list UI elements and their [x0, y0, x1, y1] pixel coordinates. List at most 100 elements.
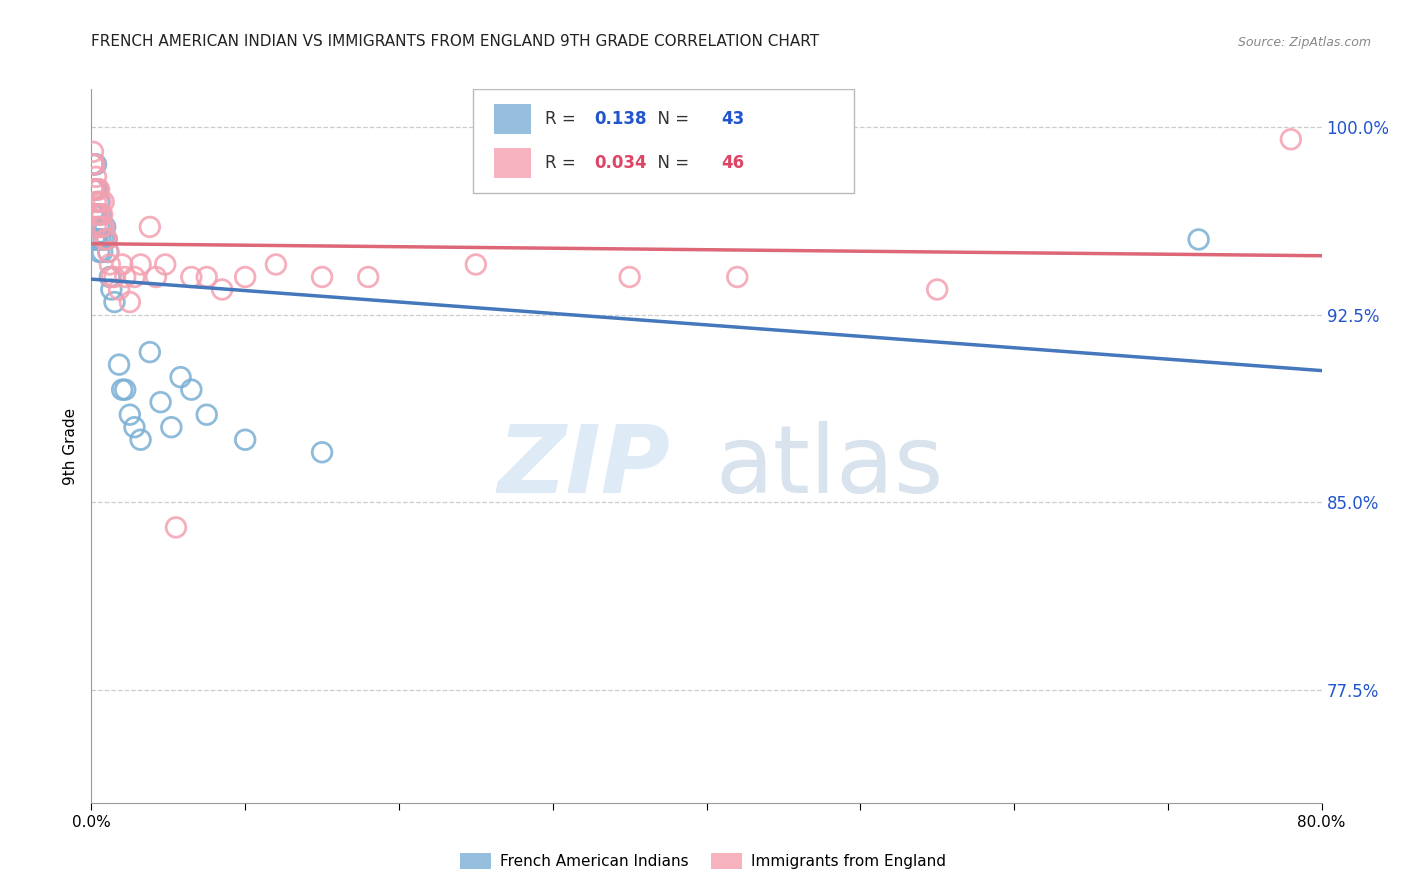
Text: atlas: atlas — [716, 421, 943, 514]
Point — [1279, 132, 1302, 146]
Text: Source: ZipAtlas.com: Source: ZipAtlas.com — [1237, 36, 1371, 49]
Point — [124, 420, 146, 434]
Point — [118, 295, 141, 310]
Point — [86, 182, 108, 196]
Point — [129, 257, 152, 271]
Point — [90, 194, 112, 209]
Point — [124, 270, 146, 285]
Point — [118, 408, 141, 422]
Point — [464, 257, 486, 271]
Point — [103, 295, 125, 310]
Point — [84, 157, 107, 171]
Text: FRENCH AMERICAN INDIAN VS IMMIGRANTS FROM ENGLAND 9TH GRADE CORRELATION CHART: FRENCH AMERICAN INDIAN VS IMMIGRANTS FRO… — [91, 34, 820, 49]
Point — [98, 270, 121, 285]
Point — [97, 244, 120, 259]
Point — [84, 207, 107, 221]
Point — [129, 433, 152, 447]
Point — [87, 194, 110, 209]
Point — [180, 270, 202, 285]
Text: R =: R = — [546, 154, 581, 172]
Text: R =: R = — [546, 110, 581, 128]
Point — [114, 270, 136, 285]
Point — [139, 219, 162, 234]
Point — [87, 182, 110, 196]
Point — [211, 283, 233, 297]
Text: N =: N = — [647, 154, 695, 172]
Point — [87, 244, 110, 259]
Point — [82, 182, 104, 196]
Point — [82, 157, 104, 171]
Point — [90, 219, 112, 234]
Point — [103, 270, 125, 285]
Point — [153, 257, 177, 271]
Point — [86, 232, 108, 246]
Point — [233, 270, 256, 285]
Point — [84, 219, 107, 234]
Point — [169, 370, 191, 384]
Text: 0.138: 0.138 — [595, 110, 647, 128]
Point — [311, 270, 333, 285]
Text: 46: 46 — [721, 154, 744, 172]
Point — [86, 207, 108, 221]
Point — [90, 207, 112, 221]
Legend: French American Indians, Immigrants from England: French American Indians, Immigrants from… — [454, 847, 952, 875]
Point — [83, 207, 105, 221]
Point — [93, 194, 115, 209]
FancyBboxPatch shape — [494, 148, 530, 178]
Point — [233, 433, 256, 447]
Point — [264, 257, 287, 271]
Point — [1187, 232, 1209, 246]
Point — [86, 182, 108, 196]
Point — [83, 207, 105, 221]
Point — [619, 270, 641, 285]
Point — [93, 219, 115, 234]
Point — [108, 283, 131, 297]
Point — [195, 270, 218, 285]
Point — [96, 232, 118, 246]
Point — [195, 408, 218, 422]
Point — [149, 395, 172, 409]
Text: N =: N = — [647, 110, 695, 128]
Point — [82, 157, 104, 171]
Point — [87, 219, 110, 234]
Point — [725, 270, 748, 285]
Point — [86, 207, 108, 221]
Point — [83, 157, 105, 171]
Point — [98, 257, 121, 271]
Point — [84, 169, 107, 184]
Point — [100, 283, 122, 297]
Point — [82, 145, 104, 159]
Point — [180, 383, 202, 397]
Point — [90, 232, 112, 246]
Point — [84, 182, 107, 196]
Point — [83, 182, 105, 196]
Point — [87, 207, 110, 221]
Point — [357, 270, 380, 285]
Point — [91, 219, 114, 234]
Point — [83, 182, 105, 196]
Point — [111, 383, 134, 397]
Point — [108, 358, 131, 372]
Text: 43: 43 — [721, 110, 745, 128]
Point — [91, 207, 114, 221]
Point — [82, 207, 104, 221]
Point — [139, 345, 162, 359]
Point — [311, 445, 333, 459]
Point — [94, 219, 117, 234]
Point — [94, 232, 117, 246]
Point — [100, 270, 122, 285]
FancyBboxPatch shape — [472, 89, 853, 193]
Point — [160, 420, 183, 434]
Point — [84, 194, 107, 209]
Point — [145, 270, 167, 285]
Point — [83, 232, 105, 246]
Point — [97, 244, 120, 259]
Point — [111, 257, 134, 271]
Point — [84, 232, 107, 246]
Point — [114, 383, 136, 397]
Text: ZIP: ZIP — [498, 421, 669, 514]
Point — [927, 283, 949, 297]
FancyBboxPatch shape — [494, 103, 530, 134]
Point — [96, 232, 118, 246]
Text: 0.034: 0.034 — [595, 154, 647, 172]
